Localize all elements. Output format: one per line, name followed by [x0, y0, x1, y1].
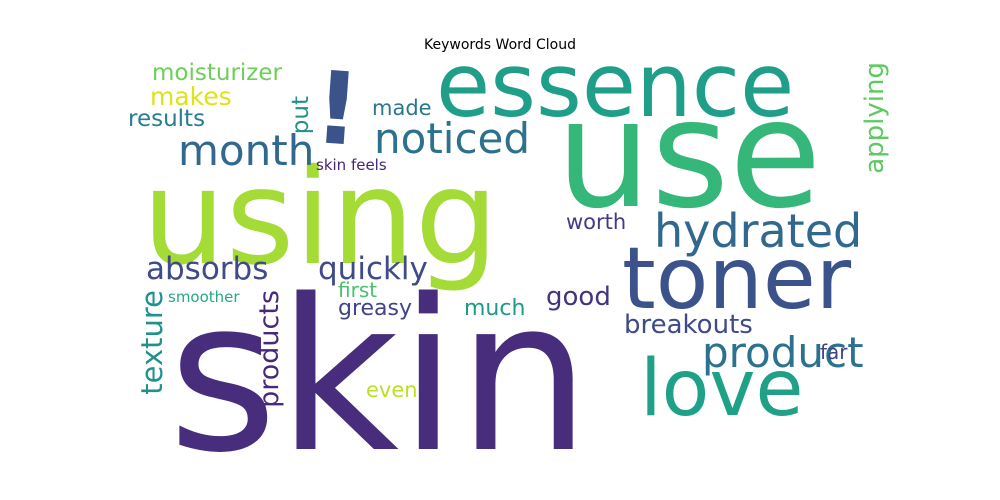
- word-use: use: [556, 68, 822, 242]
- word-smoother: smoother: [168, 288, 240, 306]
- word-exclamation: !: [310, 49, 365, 169]
- word-product: product: [702, 328, 864, 377]
- word-products: products: [254, 290, 285, 408]
- word-noticed: noticed: [374, 114, 531, 163]
- word-hydrated: hydrated: [654, 204, 863, 258]
- word-far: far: [820, 340, 848, 364]
- word-using: using: [142, 141, 499, 295]
- word-texture: texture: [135, 290, 169, 395]
- word-toner: toner: [622, 229, 852, 329]
- word-applying: applying: [860, 62, 890, 174]
- word-breakouts: breakouts: [624, 310, 753, 340]
- chart-title: Keywords Word Cloud: [424, 37, 576, 53]
- word-love: love: [640, 344, 804, 434]
- word-even: even: [366, 378, 418, 402]
- word-put: put: [288, 96, 314, 135]
- word-greasy: greasy: [338, 296, 413, 321]
- word-month: month: [178, 126, 315, 175]
- word-much: much: [464, 296, 526, 321]
- word-results: results: [128, 106, 206, 132]
- word-skin: skin: [168, 254, 591, 499]
- word-quickly: quickly: [318, 251, 428, 287]
- word-good: good: [546, 282, 611, 312]
- word-absorbs: absorbs: [146, 251, 269, 287]
- word-worth: worth: [566, 210, 627, 234]
- word-made: made: [372, 96, 432, 120]
- word-first: first: [338, 278, 378, 302]
- word-skin-feels: skin feels: [316, 156, 387, 174]
- word-moisturizer: moisturizer: [152, 60, 282, 86]
- word-essence: essence: [436, 34, 795, 137]
- word-makes: makes: [150, 82, 232, 111]
